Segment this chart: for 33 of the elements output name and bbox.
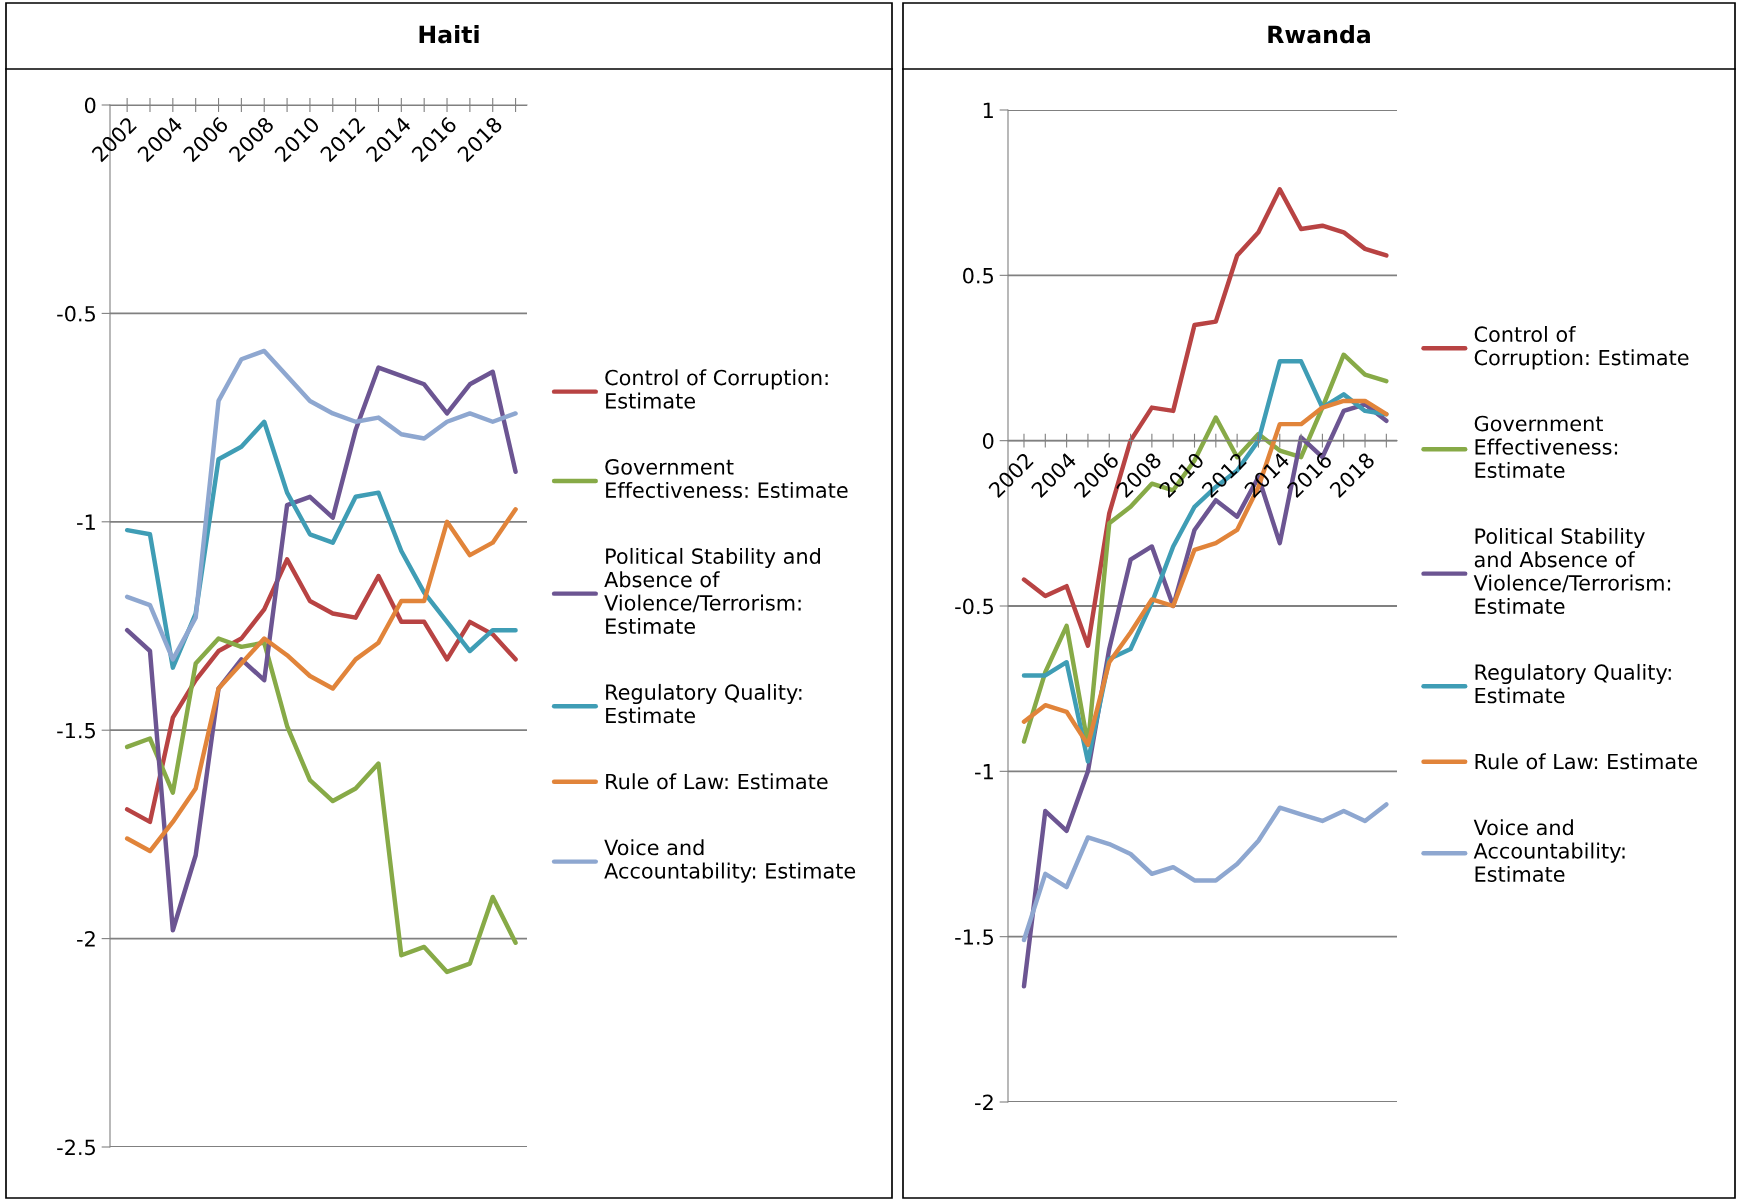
legend-label: Government Effectiveness: Estimate — [605, 458, 848, 499]
legend-label: Rule of Law: Estimate — [1475, 753, 1698, 770]
y-tick-label: -2 — [77, 931, 95, 947]
legend-label: Control of Corruption: Estimate — [1474, 325, 1689, 370]
legend-label: Regulatory Quality: Estimate — [1475, 663, 1671, 704]
chart-title: Haiti — [419, 25, 479, 44]
line-series — [124, 365, 518, 933]
y-tick-label: -1 — [77, 514, 95, 530]
y-tick-label: -1.5 — [955, 929, 993, 945]
y-tick-label: 1 — [983, 102, 993, 118]
y-tick-label: -0.5 — [57, 305, 95, 322]
y-tick-label: -2 — [975, 1094, 993, 1110]
legend-label: Rule of Law: Estimate — [606, 773, 828, 790]
y-tick-label: -1 — [975, 764, 993, 780]
legend-label: Political Stability and Absence of Violence/Terrorism: Estimate — [1473, 527, 1671, 615]
legend-label: Voice and Accountability: Estimate — [1473, 819, 1625, 883]
line-series — [124, 348, 518, 662]
line-series — [1021, 802, 1389, 943]
y-tick-label: 0.5 — [963, 267, 993, 284]
line-series — [124, 636, 518, 975]
legend-label: Control of Corruption: Estimate — [605, 369, 828, 409]
y-tick-label: -1.5 — [57, 722, 95, 739]
y-tick-label: -0.5 — [955, 598, 993, 615]
line-series — [124, 557, 518, 825]
line-series — [124, 507, 518, 854]
legend-label: Political Stability and Absence of Violence/Terrorism: Estimate — [604, 547, 820, 635]
y-tick-label: 0 — [84, 97, 96, 114]
legend-label: Government Effectiveness: Estimate — [1474, 415, 1618, 479]
y-tick-label: 0 — [982, 433, 994, 449]
legend-label: Regulatory Quality: Estimate — [606, 683, 802, 724]
legend-label: Voice and Accountability: Estimate — [604, 839, 856, 883]
y-tick-label: -2.5 — [57, 1139, 95, 1156]
chart-title: Rwanda — [1268, 25, 1370, 44]
